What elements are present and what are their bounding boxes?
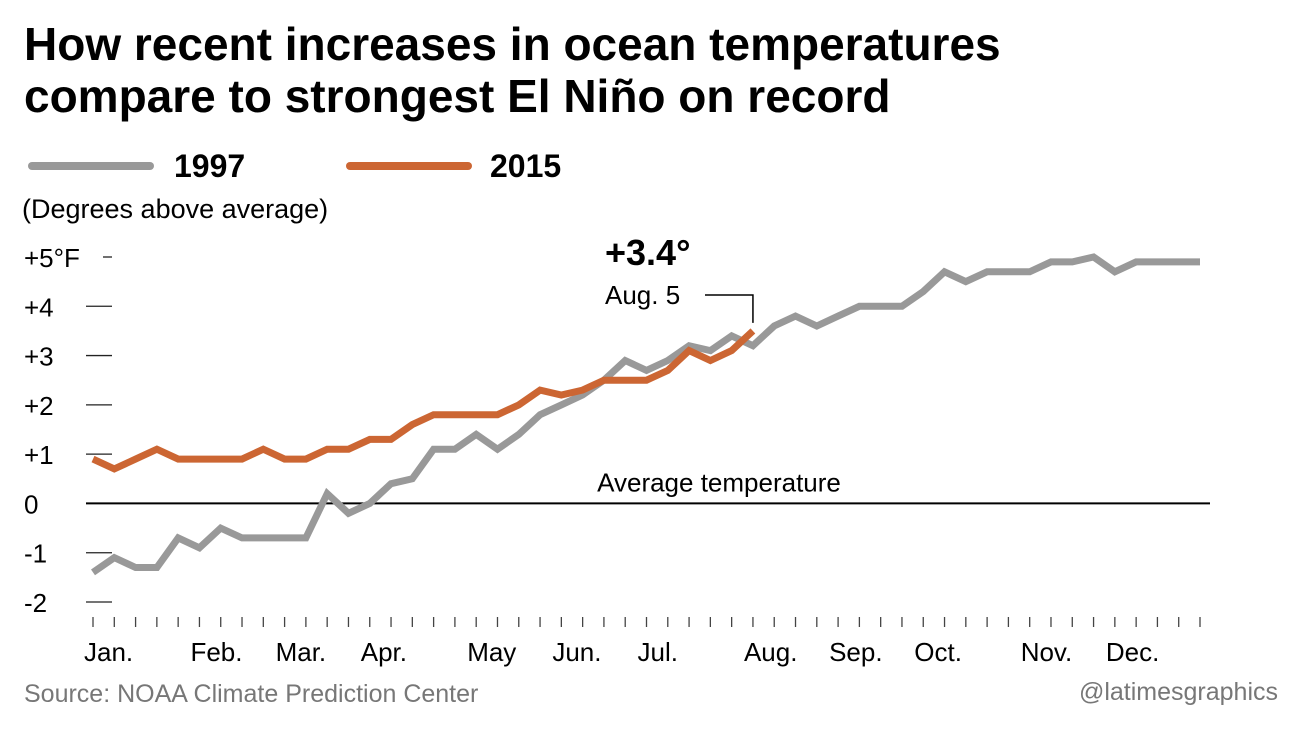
credit-note: @latimesgraphics xyxy=(1078,678,1278,706)
source-note: Source: NOAA Climate Prediction Center xyxy=(24,680,479,708)
series-line-1997 xyxy=(91,253,1200,576)
y-tick-label: -1 xyxy=(24,539,47,569)
x-tick-label: Dec. xyxy=(1106,637,1159,667)
legend-swatch-1997 xyxy=(28,162,154,170)
x-tick-label: May xyxy=(467,637,516,667)
x-tick-label: Jul. xyxy=(638,637,678,667)
legend-swatch-2015 xyxy=(346,162,472,170)
y-tick-label: +5°F xyxy=(24,243,80,273)
baseline-label: Average temperature xyxy=(597,467,841,497)
y-tick-label: 0 xyxy=(24,489,38,519)
peak-leader-line xyxy=(705,294,754,323)
chart-title-line-1: How recent increases in ocean temperatur… xyxy=(24,18,1001,70)
chart-title-line-2: compare to strongest El Niño on record xyxy=(24,70,891,122)
x-tick-label: Apr. xyxy=(361,637,407,667)
y-tick-label: +1 xyxy=(24,440,54,470)
x-tick-label: Aug. xyxy=(744,637,798,667)
x-tick-label: Mar. xyxy=(276,637,327,667)
y-tick-label: +4 xyxy=(24,292,54,322)
peak-date-label: Aug. 5 xyxy=(605,280,680,310)
legend: 1997 2015 xyxy=(0,146,1298,190)
x-tick-label: Nov. xyxy=(1021,637,1073,667)
series-line-2015 xyxy=(91,328,756,473)
y-tick-label: +2 xyxy=(24,391,54,421)
y-tick-label: +3 xyxy=(24,342,54,372)
legend-label-2015: 2015 xyxy=(490,148,562,184)
peak-value-label: +3.4° xyxy=(605,232,690,273)
y-tick-label: -2 xyxy=(24,588,47,618)
x-tick-label: Oct. xyxy=(914,637,962,667)
legend-label-1997: 1997 xyxy=(174,148,246,184)
x-tick-label: Feb. xyxy=(190,637,242,667)
y-axis-unit-label: (Degrees above average) xyxy=(22,194,329,224)
x-tick-label: Jun. xyxy=(552,637,601,667)
chart-title: How recent increases in ocean temperatur… xyxy=(24,18,1274,122)
x-tick-label: Sep. xyxy=(829,637,883,667)
x-tick-label: Jan. xyxy=(84,637,133,667)
